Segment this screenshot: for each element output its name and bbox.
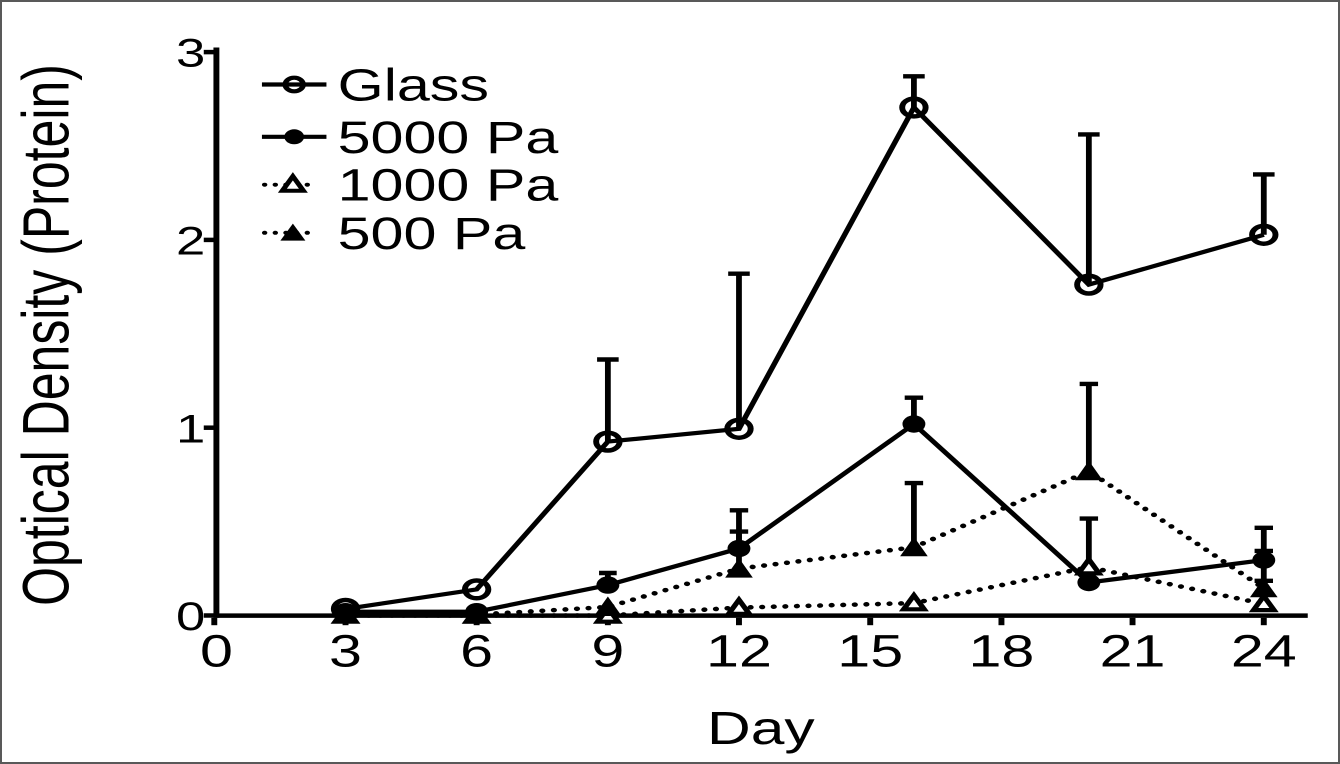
svg-text:Day: Day <box>707 703 815 754</box>
svg-text:Glass: Glass <box>338 60 489 110</box>
svg-text:Optical Density (Protein): Optical Density (Protein) <box>10 64 83 606</box>
svg-text:15: 15 <box>837 626 903 676</box>
svg-text:12: 12 <box>706 626 772 676</box>
svg-text:6: 6 <box>460 626 493 676</box>
svg-text:500 Pa: 500 Pa <box>338 209 527 259</box>
svg-text:24: 24 <box>1231 626 1297 676</box>
svg-text:18: 18 <box>968 626 1034 676</box>
svg-text:5000 Pa: 5000 Pa <box>338 113 559 163</box>
svg-text:1000 Pa: 1000 Pa <box>338 160 559 210</box>
svg-text:2: 2 <box>176 219 205 263</box>
svg-text:1: 1 <box>176 406 205 450</box>
svg-text:3: 3 <box>176 31 205 75</box>
svg-text:0: 0 <box>200 626 233 676</box>
svg-text:0: 0 <box>176 594 205 638</box>
svg-text:21: 21 <box>1100 626 1166 676</box>
svg-text:3: 3 <box>329 626 362 676</box>
svg-text:9: 9 <box>591 626 624 676</box>
